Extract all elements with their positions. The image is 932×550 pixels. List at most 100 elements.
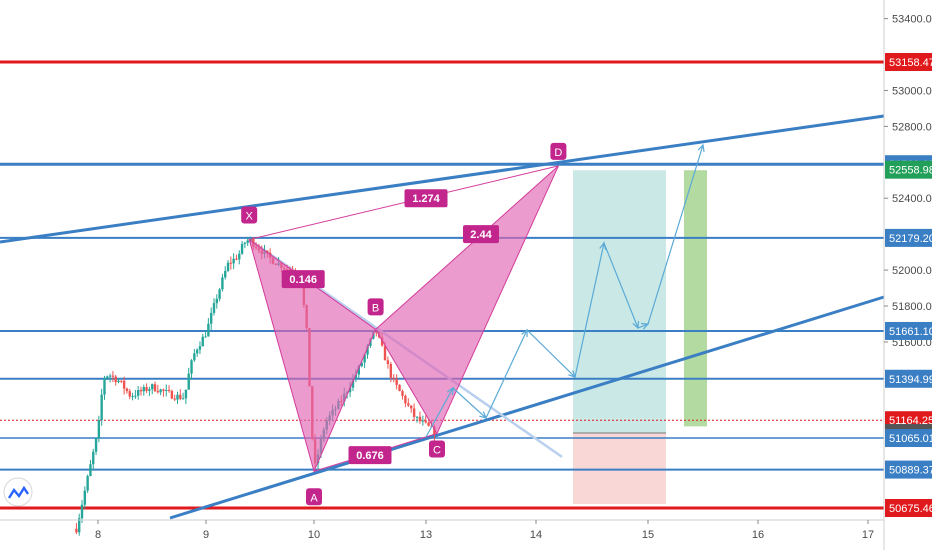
- candle-body: [190, 360, 193, 374]
- candle-body: [187, 373, 190, 390]
- candle-body: [167, 390, 171, 392]
- candle-body: [142, 387, 145, 392]
- ratio-badge: 2.44: [463, 225, 499, 244]
- candle-body: [184, 389, 188, 399]
- ratio-badge-box: [348, 446, 392, 465]
- green-target-zone: [684, 170, 707, 427]
- candle-body: [240, 243, 244, 254]
- price-label-text: 51065.01: [889, 433, 932, 445]
- pattern-point-label: A: [310, 492, 318, 504]
- candle-body: [238, 253, 241, 260]
- candle-body: [156, 391, 160, 393]
- price-label-box: [885, 160, 932, 179]
- ratio-badge-box: [404, 189, 448, 208]
- candle-body: [75, 528, 78, 533]
- candle-body: [136, 389, 140, 396]
- price-label: 52179.20: [885, 228, 932, 247]
- pattern-point-a: A: [306, 488, 322, 506]
- bcd-triangle: [374, 165, 559, 435]
- candle-body: [181, 398, 185, 400]
- y-tick-label: 52400.00: [892, 193, 932, 205]
- candle-body: [103, 378, 106, 395]
- candle-body: [226, 262, 230, 271]
- candle-body: [348, 387, 352, 393]
- candle-body: [224, 270, 227, 278]
- candle-body: [153, 384, 157, 392]
- x-tick-label: 16: [752, 529, 764, 541]
- price-labels: 53158.4752589.3552558.9852179.2051661.10…: [885, 53, 932, 517]
- pattern-point-badge: [429, 440, 445, 458]
- candle-body: [106, 376, 109, 379]
- candle-body: [212, 303, 216, 313]
- candle-body: [120, 380, 123, 382]
- candle-body: [148, 389, 151, 391]
- price-label-text: 50675.46: [889, 503, 932, 515]
- price-label: 52558.98: [885, 160, 932, 179]
- candle-body: [404, 395, 407, 404]
- candle-body: [243, 242, 247, 244]
- candle-body: [195, 349, 199, 354]
- candle-body: [235, 258, 238, 260]
- candle-body: [193, 353, 196, 361]
- price-label-text: 53158.47: [889, 57, 932, 69]
- y-tick-label: 52000.00: [892, 265, 932, 277]
- price-label-text: 51661.10: [889, 326, 932, 338]
- candle-body: [229, 262, 233, 264]
- x-tick-label: 8: [95, 529, 101, 541]
- ratio-badge-box: [281, 270, 325, 289]
- candle-body: [165, 390, 168, 392]
- candle-body: [198, 346, 202, 350]
- price-label: 53158.47: [885, 53, 932, 71]
- pattern-point-label: D: [554, 147, 562, 159]
- candle-body: [78, 518, 81, 533]
- candle-body: [366, 346, 369, 355]
- pattern-point-c: C: [429, 440, 445, 458]
- projection-arrowhead: [446, 386, 454, 396]
- projection-arrowhead: [640, 322, 650, 330]
- candle-body: [215, 298, 218, 304]
- candle-body: [114, 376, 117, 383]
- candle-body: [221, 277, 224, 290]
- y-tick-label: 53400.00: [892, 14, 932, 26]
- projection-arrowhead: [521, 328, 528, 338]
- candle-body: [207, 323, 210, 337]
- ratio-badge-label: 0.676: [356, 450, 384, 462]
- projection-arrowhead: [697, 143, 705, 153]
- price-label-box: [885, 321, 932, 340]
- candle-body: [218, 289, 221, 299]
- price-label-box: [885, 499, 932, 517]
- candle-body: [360, 362, 363, 367]
- pattern-point-x: X: [241, 206, 258, 224]
- candle-body: [162, 389, 165, 391]
- price-axis-background: [884, 0, 932, 550]
- ratio-badge: 0.676: [348, 446, 392, 465]
- ratio-badge-box: [463, 225, 499, 244]
- projection-arrowhead: [479, 411, 488, 419]
- candle-body: [418, 416, 422, 422]
- candle-body: [380, 337, 384, 346]
- price-label: 51065.01: [885, 429, 932, 448]
- candle-body: [412, 408, 416, 417]
- upper-trendline: [0, 114, 885, 244]
- candle-body: [354, 374, 358, 379]
- price-label: 51394.99: [885, 369, 932, 388]
- pattern-point-label: C: [433, 445, 441, 457]
- price-label-text: 52179.20: [889, 233, 932, 245]
- pattern-point-label: B: [372, 302, 379, 314]
- pattern-point-badge: [306, 488, 322, 506]
- price-label-box: [885, 460, 932, 479]
- projection-arrowhead: [632, 320, 640, 330]
- logo-wave: [7, 485, 29, 499]
- x-tick-label: 13: [420, 529, 432, 541]
- candle-body: [401, 391, 404, 396]
- candle-body: [410, 405, 413, 409]
- x-tick-label: 10: [308, 529, 320, 541]
- candle-body: [86, 476, 89, 491]
- candle-body: [424, 420, 427, 423]
- ratio-badge-label: 2.44: [470, 229, 492, 241]
- candle-body: [134, 395, 137, 397]
- price-label-text: 51394.99: [889, 374, 932, 386]
- price-label: 51661.10: [885, 321, 932, 340]
- price-label-box: [885, 228, 932, 247]
